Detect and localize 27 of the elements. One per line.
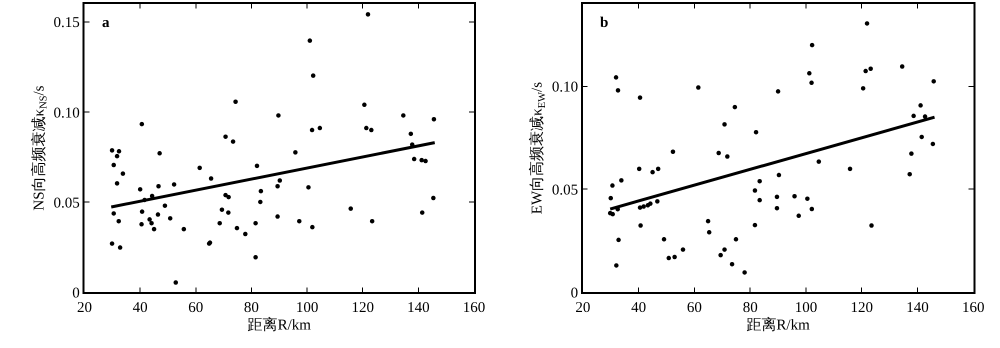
x-tick-label: 160 [962, 300, 985, 316]
x-tick-label: 60 [188, 300, 204, 316]
x-tick-label: 20 [575, 300, 590, 316]
x-tick-label: 100 [794, 300, 818, 316]
y-tick-label: 0.05 [552, 182, 578, 198]
x-tick-label: 160 [462, 300, 486, 316]
x-tick-label: 120 [850, 300, 873, 316]
y-tick-label: 0.05 [54, 195, 80, 212]
annotation: b [600, 15, 608, 31]
x-tick-label: 40 [631, 300, 646, 316]
y-tick-label: 0 [570, 285, 578, 302]
x-tick-label: 120 [351, 300, 374, 316]
x-tick-label: 80 [742, 300, 758, 316]
x-tick-label: 80 [244, 300, 259, 316]
x-tick-label: 140 [906, 300, 929, 316]
y-tick-label: 0.15 [54, 15, 80, 32]
x-tick-label: 20 [77, 300, 92, 316]
y-tick-label: 0.10 [54, 105, 80, 122]
x-tick-label: 60 [686, 300, 702, 316]
annotation: a [102, 15, 110, 31]
x-tick-label: 40 [132, 300, 148, 316]
x-tick-label: 140 [407, 300, 430, 316]
y-tick-label: 0 [72, 285, 80, 302]
x-axis-title: 距离R/km [248, 316, 312, 334]
x-tick-label: 100 [296, 300, 318, 316]
x-axis-title: 距离R/km [746, 316, 810, 334]
y-tick-label: 0.10 [552, 80, 578, 96]
